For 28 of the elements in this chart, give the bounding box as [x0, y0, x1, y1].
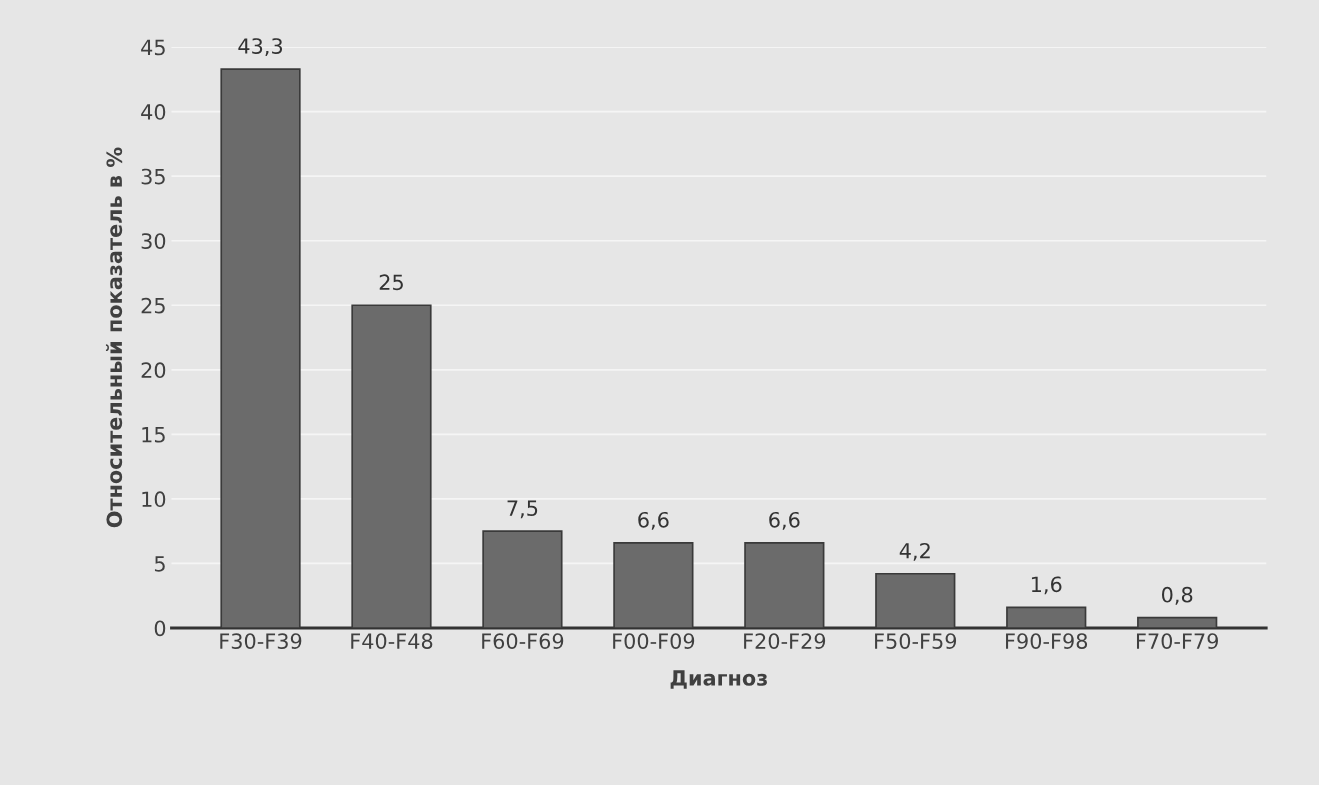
data-label: 7,5 [507, 500, 538, 519]
x-tick-label: F90-F98 [1006, 633, 1088, 649]
y-tick-label: 45 [141, 39, 165, 56]
data-label: 43,3 [238, 38, 283, 57]
x-tick-label: F20-F29 [744, 633, 826, 649]
y-tick-label: 25 [141, 297, 165, 314]
x-tick-label: F30-F39 [220, 633, 302, 649]
y-tick-label: 35 [141, 168, 165, 185]
y-tick-label: 20 [141, 362, 166, 379]
data-label: 6,6 [769, 511, 800, 530]
y-tick-label: 30 [141, 233, 166, 249]
x-axis-title: Диагноз [670, 670, 767, 689]
y-tick-label: 10 [142, 491, 166, 508]
x-tick-label: F50-F59 [875, 633, 957, 649]
x-tick-label: F60-F69 [482, 633, 564, 649]
y-tick-label: 0 [154, 620, 166, 637]
y-tick-label: 40 [141, 104, 166, 120]
x-tick-label: F70-F79 [1136, 633, 1218, 649]
x-tick-label: F00-F09 [613, 633, 695, 649]
data-label: 6,6 [638, 511, 669, 530]
data-label: 25 [379, 274, 403, 291]
data-label: 0,8 [1162, 586, 1193, 605]
data-label: 4,2 [899, 542, 930, 561]
x-tick-label: F40-F48 [351, 633, 433, 649]
y-axis-title: Относительный показатель в % [105, 147, 123, 528]
y-tick-label: 5 [154, 556, 165, 572]
y-tick-label: 15 [142, 427, 165, 443]
data-label: 1,6 [1031, 576, 1062, 595]
